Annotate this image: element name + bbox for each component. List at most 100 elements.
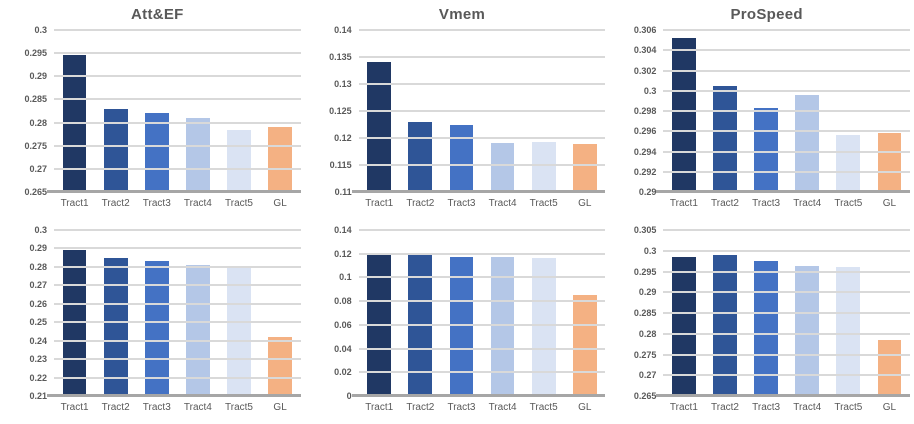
x-label-gl: GL: [882, 198, 897, 209]
bar-gl: [572, 144, 597, 192]
gridline: [663, 29, 911, 31]
x-label-tract1: Tract1: [669, 402, 698, 413]
y-tick-label: 0: [346, 391, 352, 401]
x-axis: Tract1 Tract2 Tract3 Tract4 Tract5 GL: [619, 400, 914, 420]
bar-tract2: [408, 121, 433, 192]
chart-att-ef-top: Att&EF 0.3 0.295 0.29 0.285 0.28 0.275 0.27 0.2…: [10, 4, 305, 216]
y-tick-label: 0.3: [643, 85, 657, 96]
bar-gl: [268, 336, 293, 396]
x-axis-line: [656, 190, 911, 193]
y-axis: 0.14 0.12 0.1 0.08 0.06 0.04 0.02 0: [315, 225, 359, 401]
x-axis: Tract1 Tract2 Tract3 Tract4 Tract5 GL: [619, 196, 914, 216]
x-label-tract4: Tract4: [183, 198, 212, 209]
gridline: [54, 284, 301, 287]
bar-tract3: [754, 261, 779, 396]
x-labels: Tract1 Tract2 Tract3 Tract4 Tract5 GL: [663, 400, 910, 420]
chart-vmem-top: Vmem 0.14 0.135 0.13 0.125 0.12 0.115 0.11 Tra…: [315, 4, 610, 216]
y-tick-label: 0.265: [633, 391, 657, 401]
y-tick-label: 0.28: [638, 328, 657, 339]
gridline: [54, 229, 301, 231]
y-tick-label: 0.115: [329, 160, 352, 170]
gridline: [54, 52, 301, 55]
gridline: [663, 270, 911, 273]
x-label-tract5: Tract5: [834, 402, 863, 413]
gridline: [358, 323, 606, 326]
gridline: [663, 353, 911, 356]
x-label-gl: GL: [882, 402, 897, 413]
bar-tract5: [227, 129, 251, 192]
x-axis-spacer: [619, 196, 663, 216]
bar-tract1: [62, 55, 87, 192]
x-labels: Tract1 Tract2 Tract3 Tract4 Tract5 GL: [54, 400, 301, 420]
gridline: [54, 98, 301, 101]
bar-tract4: [795, 94, 820, 192]
y-tick-label: 0.29: [638, 187, 657, 197]
x-axis-line: [47, 394, 301, 397]
x-label-tract4: Tract4: [488, 402, 517, 413]
x-axis-line: [656, 394, 911, 397]
x-labels: Tract1 Tract2 Tract3 Tract4 Tract5 GL: [359, 400, 606, 420]
chart-body: 0.3 0.29 0.28 0.27 0.26 0.25 0.24 0.23 0.22 0.21: [10, 225, 305, 401]
y-axis: 0.306 0.304 0.302 0.3 0.298 0.296 0.294 0.292 0.…: [619, 25, 663, 197]
y-tick-label: 0.125: [329, 106, 352, 116]
y-tick-label: 0.292: [633, 166, 657, 177]
bar-tract5: [531, 141, 556, 192]
x-label-tract3: Tract3: [447, 198, 476, 209]
y-tick-label: 0.295: [24, 48, 47, 59]
y-tick-label: 0.285: [24, 94, 47, 105]
plot-area: [656, 29, 911, 193]
bar-tract4: [185, 265, 210, 396]
bar-tract2: [713, 254, 737, 396]
gridline: [54, 265, 301, 268]
bar-tract1: [367, 62, 392, 192]
x-label-tract4: Tract4: [183, 402, 212, 413]
gridline: [54, 144, 301, 147]
x-label-tract2: Tract2: [711, 402, 739, 413]
bar-tract4: [490, 143, 515, 192]
bar-gl: [877, 339, 902, 396]
bar-tract1: [671, 256, 696, 396]
gridline: [663, 110, 911, 112]
bar-tract5: [531, 257, 556, 396]
bar-tract2: [103, 257, 128, 396]
y-tick-label: 0.3: [643, 245, 657, 256]
y-tick-label: 0.29: [638, 287, 657, 298]
bar-tract3: [449, 257, 474, 396]
y-tick-label: 0.135: [329, 52, 352, 62]
gridline: [358, 110, 606, 112]
y-tick-label: 0.24: [29, 335, 47, 346]
bar-tract5: [836, 135, 861, 192]
gridline: [663, 150, 911, 153]
x-labels: Tract1 Tract2 Tract3 Tract4 Tract5 GL: [54, 196, 301, 216]
y-axis: 0.3 0.29 0.28 0.27 0.26 0.25 0.24 0.23 0.22 0.21: [10, 225, 54, 401]
y-tick-label: 0.06: [334, 319, 352, 330]
bar-tract3: [754, 107, 779, 192]
x-axis-spacer: [10, 400, 54, 420]
y-tick-label: 0.298: [633, 106, 657, 116]
y-tick-label: 0.02: [334, 367, 352, 378]
x-label-tract2: Tract2: [711, 198, 739, 209]
y-axis: 0.305 0.3 0.295 0.29 0.285 0.28 0.275 0.27 0.265: [619, 225, 663, 401]
x-label-tract1: Tract1: [60, 198, 89, 209]
y-tick-label: 0.1: [339, 272, 352, 283]
gridline: [54, 247, 301, 250]
bar-tract5: [836, 267, 861, 396]
y-tick-label: 0.28: [29, 117, 47, 128]
x-axis-spacer: [315, 196, 359, 216]
y-tick-label: 0.275: [24, 140, 47, 151]
x-labels: Tract1 Tract2 Tract3 Tract4 Tract5 GL: [663, 196, 910, 216]
gridline: [663, 374, 911, 377]
plot-area: [47, 29, 301, 193]
gridline: [54, 321, 301, 324]
x-axis-line: [47, 190, 301, 193]
plot-area: [47, 229, 301, 397]
gridline: [663, 249, 911, 252]
gridline: [358, 56, 606, 58]
x-label-tract2: Tract2: [406, 198, 435, 209]
chart-att-ef-bottom: 0.3 0.29 0.28 0.27 0.26 0.25 0.24 0.23 0.22 0.21 …: [10, 225, 305, 420]
y-tick-label: 0.12: [334, 133, 352, 143]
x-label-gl: GL: [273, 198, 287, 209]
x-label-tract1: Tract1: [365, 402, 394, 413]
gridline: [358, 276, 606, 279]
chart-body: 0.305 0.3 0.295 0.29 0.285 0.28 0.275 0.27 0.265: [619, 225, 914, 401]
